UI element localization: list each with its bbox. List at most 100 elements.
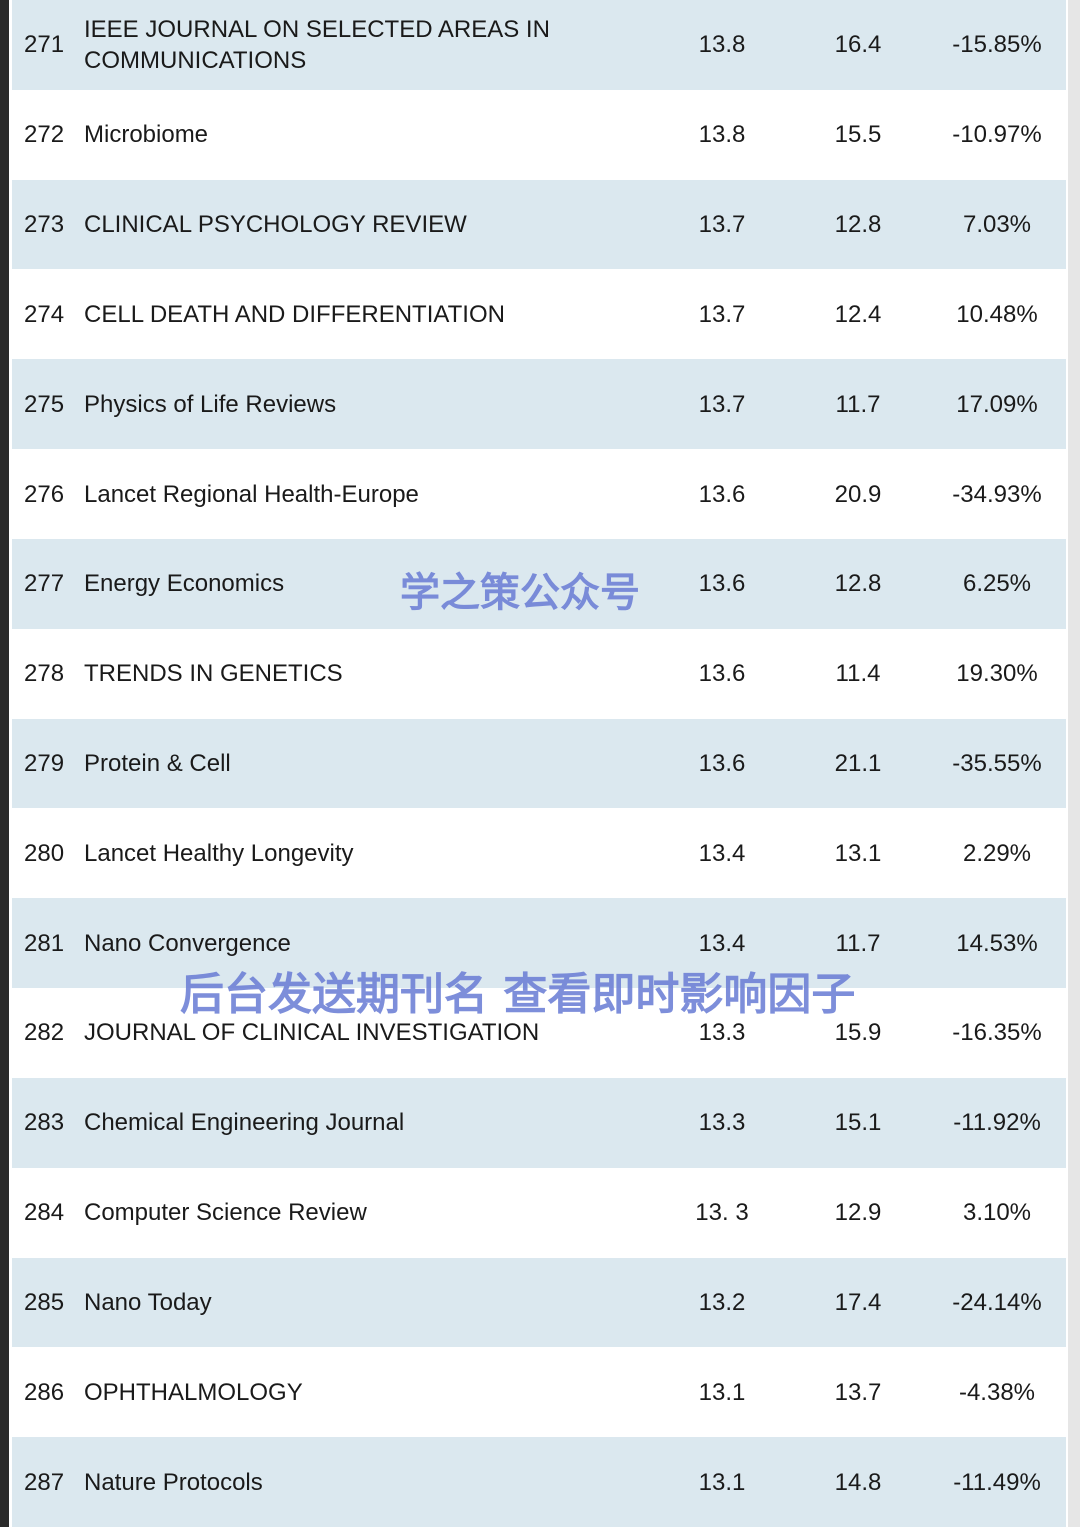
table-row: 284 Computer Science Review 13. 3 12.9 3.10% (12, 1168, 1066, 1258)
journal-name: OPHTHALMOLOGY (84, 1378, 303, 1406)
journal-name: Microbiome (84, 121, 209, 149)
change-percent: -4.38% (958, 1378, 1036, 1406)
rank: 278 (24, 660, 65, 688)
previous-impact-factor: 12.4 (834, 300, 882, 328)
table-row: 281 Nano Convergence 13.4 11.7 14.53% (12, 898, 1066, 989)
previous-impact-factor: 15.1 (834, 1109, 882, 1137)
change-percent: 2.29% (962, 839, 1032, 867)
previous-impact-factor: 11.7 (835, 390, 881, 418)
rank: 284 (24, 1199, 65, 1227)
change-percent: -16.35% (952, 1019, 1042, 1047)
rank: 279 (24, 749, 65, 777)
impact-factor: 13.4 (698, 839, 746, 867)
table-row: 286 OPHTHALMOLOGY 13.1 13.7 -4.38% (12, 1347, 1066, 1437)
journal-name: Energy Economics (84, 570, 285, 598)
table-row: 279 Protein & Cell 13.6 21.1 -35.55% (12, 718, 1066, 809)
previous-impact-factor: 17.4 (834, 1288, 882, 1316)
change-percent: 3.10% (962, 1199, 1032, 1227)
previous-impact-factor: 20.9 (834, 480, 882, 508)
table-row: 275 Physics of Life Reviews 13.7 11.7 17.09% (12, 359, 1066, 450)
rank: 283 (24, 1109, 65, 1137)
rank: 271 (24, 31, 65, 59)
previous-impact-factor: 12.9 (834, 1199, 882, 1227)
impact-factor: 13.3 (698, 1109, 746, 1137)
rank: 277 (24, 570, 65, 598)
impact-factor: 13.6 (698, 480, 746, 508)
rank: 272 (24, 121, 65, 149)
impact-factor: 13.2 (698, 1288, 746, 1316)
journal-name: Chemical Engineering Journal (84, 1109, 405, 1137)
change-percent: 10.48% (956, 300, 1038, 328)
impact-factor: 13.1 (698, 1468, 746, 1496)
change-percent: -11.92% (953, 1109, 1041, 1137)
previous-impact-factor: 21.1 (834, 749, 882, 777)
previous-impact-factor: 12.8 (834, 570, 882, 598)
previous-impact-factor: 13.1 (834, 839, 882, 867)
change-percent: 6.25% (962, 570, 1032, 598)
table-row: 271 IEEE JOURNAL ON SELECTED AREAS IN COM… (12, 0, 1066, 90)
rank: 274 (24, 300, 65, 328)
rank: 273 (24, 211, 65, 239)
impact-factor: 13.8 (698, 121, 746, 149)
previous-impact-factor: 11.7 (835, 929, 881, 957)
impact-factor: 13.7 (698, 300, 746, 328)
journal-name: Protein & Cell (84, 749, 231, 777)
watermark: 后台发送期刊名 查看即时影响因子 (180, 969, 856, 1020)
rank: 275 (24, 390, 65, 418)
journal-name: CELL DEATH AND DIFFERENTIATION (84, 300, 505, 328)
rank: 276 (24, 480, 65, 508)
impact-factor: 13.7 (698, 390, 746, 418)
impact-factor: 13.6 (698, 570, 746, 598)
table-row: 276 Lancet Regional Health-Europe 13.6 20.9… (12, 449, 1066, 539)
rank: 282 (24, 1019, 65, 1047)
impact-factor: 13. 3 (695, 1199, 749, 1227)
change-percent: -24.14% (952, 1288, 1042, 1316)
previous-impact-factor: 12.8 (834, 211, 882, 239)
previous-impact-factor: 14.8 (834, 1468, 882, 1496)
impact-factor: 13.7 (698, 211, 746, 239)
table-row: 277 Energy Economics 13.6 12.8 6.25% (12, 538, 1066, 629)
table-row: 272 Microbiome 13.8 15.5 -10.97% (12, 90, 1066, 180)
previous-impact-factor: 13.7 (834, 1378, 882, 1406)
change-percent: 19.30% (956, 660, 1038, 688)
previous-impact-factor: 11.4 (835, 660, 881, 688)
impact-factor: 13.6 (698, 660, 746, 688)
journal-name: Nature Protocols (84, 1468, 263, 1496)
table: 271 IEEE JOURNAL ON SELECTED AREAS IN COM… (12, 0, 1066, 1527)
table-row: 274 CELL DEATH AND DIFFERENTIATION 13.7 12.… (12, 269, 1066, 359)
rank: 281 (24, 929, 65, 957)
table-row: 278 TRENDS IN GENETICS 13.6 11.4 19.30% (12, 629, 1066, 719)
previous-impact-factor: 16.4 (834, 31, 882, 59)
journal-name: Nano Convergence (84, 929, 291, 957)
change-percent: 7.03% (962, 211, 1032, 239)
rank: 286 (24, 1378, 65, 1406)
rank: 285 (24, 1288, 65, 1316)
change-percent: -35.55% (952, 749, 1042, 777)
rank: 280 (24, 839, 65, 867)
journal-name: Lancet Healthy Longevity (84, 839, 354, 867)
table-row: 287 Nature Protocols 13.1 14.8 -11.49% (12, 1437, 1066, 1527)
journal-name: Physics of Life Reviews (84, 390, 337, 418)
impact-factor: 13.4 (698, 929, 746, 957)
impact-factor: 13.3 (698, 1019, 746, 1047)
table-row: 285 Nano Today 13.2 17.4 -24.14% (12, 1257, 1066, 1348)
right-border (1068, 0, 1080, 1527)
rank: 287 (24, 1468, 65, 1496)
change-percent: -11.49% (953, 1468, 1041, 1496)
journal-name: Nano Today (84, 1288, 212, 1316)
journal-name: TRENDS IN GENETICS (84, 660, 343, 688)
impact-factor: 13.8 (698, 31, 746, 59)
journal-name: IEEE JOURNAL ON SELECTED AREAS IN COMMUN… (84, 15, 550, 74)
change-percent: 17.09% (956, 390, 1038, 418)
left-border (0, 0, 9, 1527)
impact-factor: 13.6 (698, 749, 746, 777)
change-percent: -10.97% (952, 121, 1042, 149)
table-row: 282 JOURNAL OF CLINICAL INVESTIGATION 13.3… (12, 988, 1066, 1078)
journal-name: Lancet Regional Health-Europe (84, 480, 419, 508)
impact-factor: 13.1 (698, 1378, 746, 1406)
change-percent: -15.85% (952, 31, 1042, 59)
table-row: 280 Lancet Healthy Longevity 13.4 13.1 2.29% (12, 808, 1066, 898)
journal-name: Computer Science Review (84, 1199, 367, 1227)
change-percent: -34.93% (952, 480, 1042, 508)
